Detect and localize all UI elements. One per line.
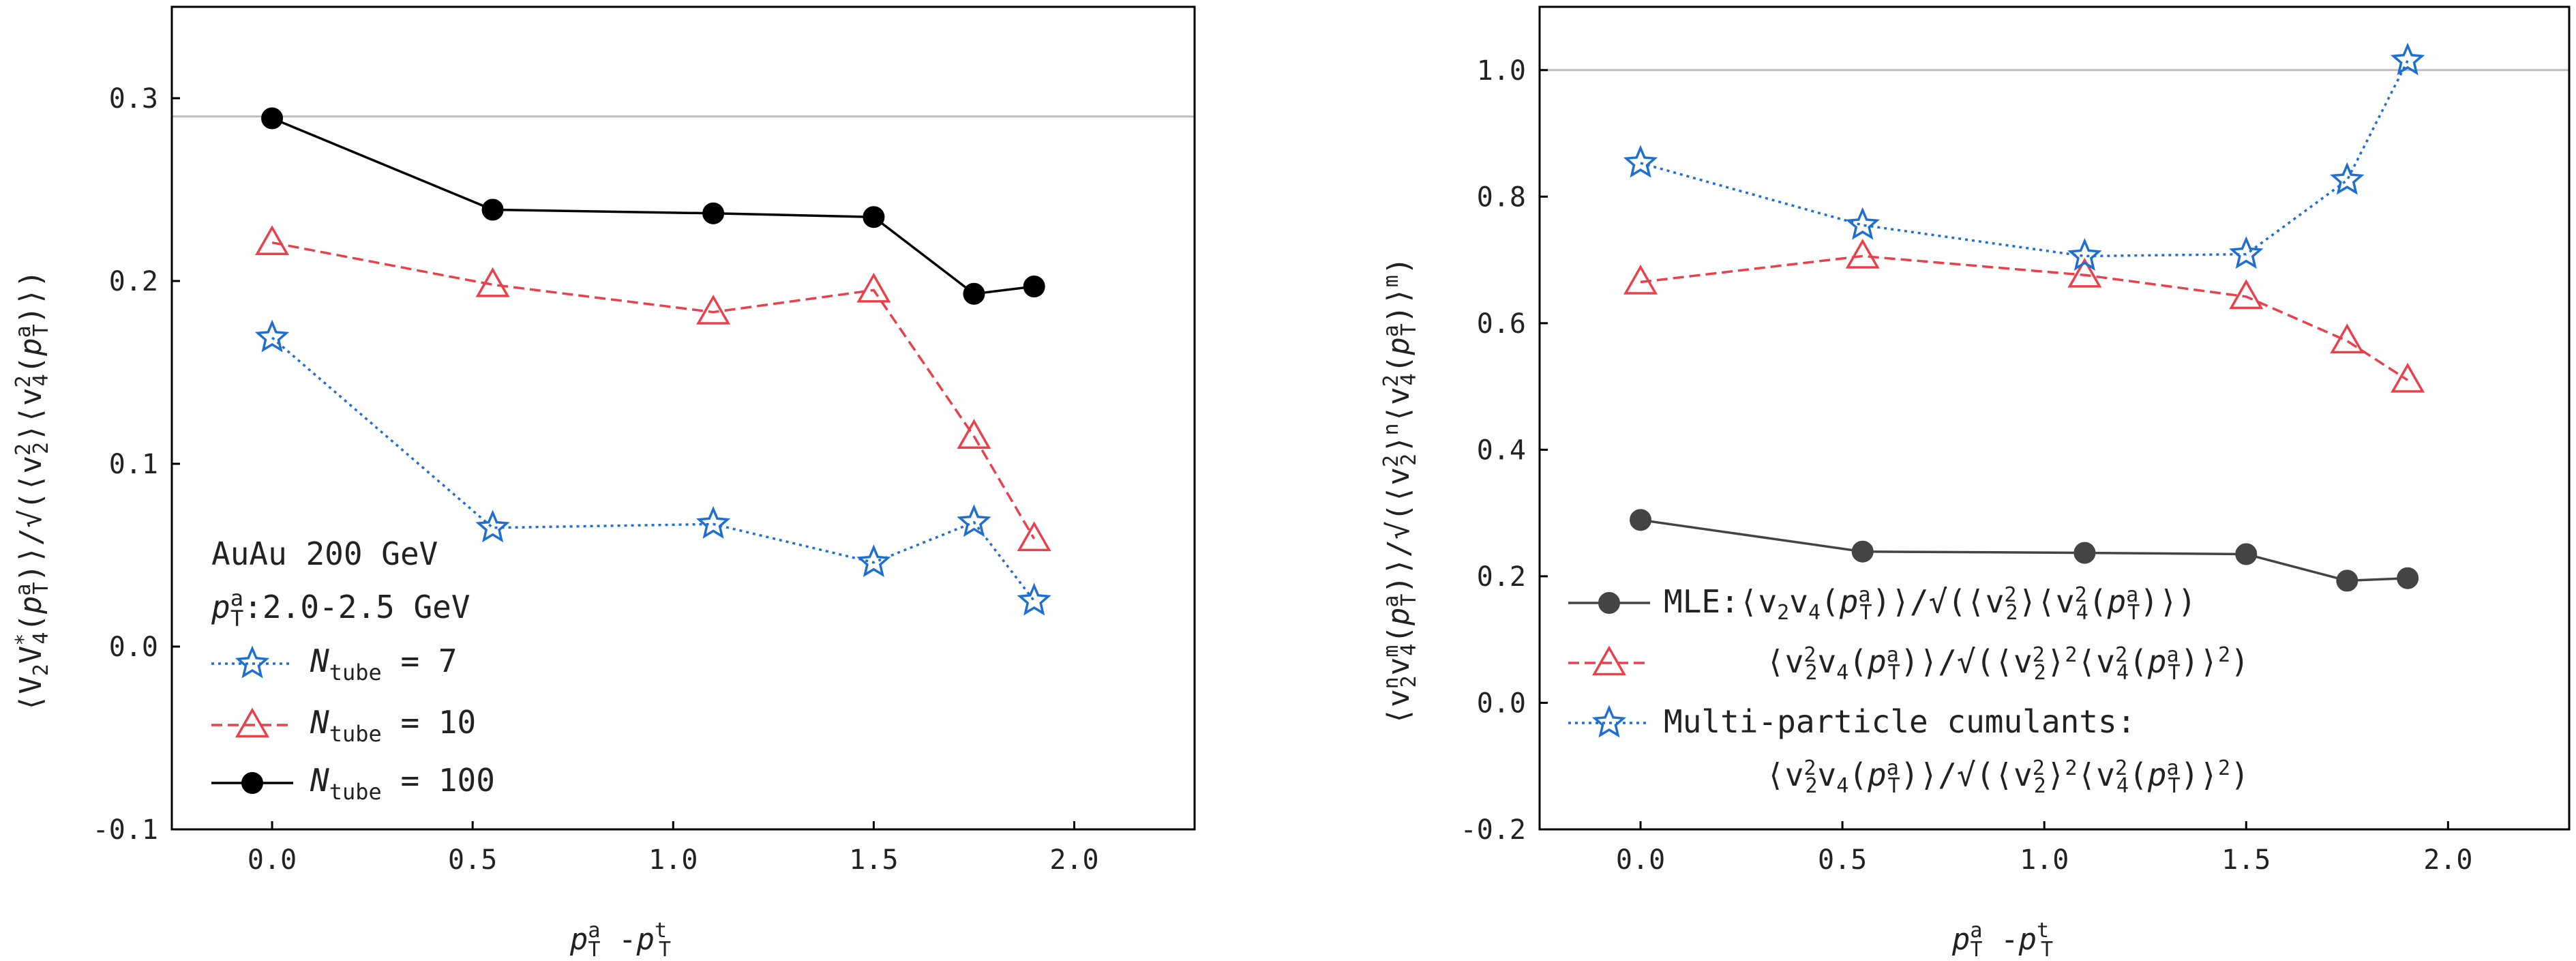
left-xtick-label: 0.0 [248,844,297,876]
left-series-2-point [1023,276,1045,298]
left-series-2-point [963,282,985,305]
right-xtick-label: 1.5 [2221,844,2271,876]
right-xtick-label: 0.5 [1818,844,1867,876]
left-series-1-point [475,267,510,297]
left-ytick-label: 0.3 [109,83,158,115]
left-chart: 0.0 0.5 1.0 1.5 2.0 -0.1 0.0 0.1 0.2 0.3 ⟨V2V*4(p… [12,5,1196,961]
left-ytick-label: -0.1 [93,814,158,846]
right-plot-frame [1538,5,2571,831]
right-legend-1-marker [1591,645,1627,676]
right-series-0-point [2336,570,2358,592]
right-xtick-label: 2.0 [2423,844,2472,876]
left-ytick-label: 0.0 [109,632,158,663]
right-series-0-point [1630,509,1652,531]
right-series-2-point [2229,236,2264,269]
right-series-2-point [2330,162,2365,195]
left-series-0-line [271,336,1036,602]
left-legend-1-label: Ntube = 10 [310,704,476,747]
right-series-1-line [1640,254,2409,381]
right-ticks: 0.0 0.5 1.0 1.5 2.0 -0.2 0.0 0.2 0.4 0.6 0.8 1.0 [1461,55,2473,876]
right-series-1-point [2067,257,2102,288]
left-series-0-point [856,544,891,578]
right-series-1-point [1623,265,1658,295]
right-series-0-point [2235,543,2258,565]
left-annotation-pt-range: pa T:2.0-2.5 GeV [211,585,470,632]
left-x-axis-title: pa T -pt T [569,919,671,961]
left-series-2-line [271,117,1034,295]
right-series-2-point [1845,207,1880,240]
left-legend-2-label: Ntube = 100 [310,762,495,805]
left-series-1-point [957,419,991,449]
left-series-2-point [863,206,885,228]
right-series-0-point [2397,567,2419,589]
left-legend-2-marker [241,772,263,794]
left-ytick-label: 0.1 [109,449,158,480]
left-series-1-point [696,295,731,325]
right-ytick-label: -0.2 [1461,814,1526,846]
left-xtick-label: 2.0 [1049,844,1098,876]
left-series-0-point [957,504,991,537]
right-chart: 0.0 0.5 1.0 1.5 2.0 -0.2 0.0 0.2 0.4 0.6 0.8 1.0 ⟨v… [1379,5,2571,961]
right-series-1-point [2391,362,2425,393]
right-xtick-label: 1.0 [2020,844,2069,876]
legend-blue-label-line1: Multi-particle cumulants: [1664,703,2136,740]
left-series-1-point [255,225,290,255]
left-series-1-line [271,241,1036,539]
left-series-2-point [481,198,504,221]
left-xtick-label: 1.5 [849,844,898,876]
right-series-1-point [2330,323,2365,354]
right-series-2-point [2390,42,2425,76]
right-series-2-line [1640,60,2409,258]
right-ytick-label: 0.6 [1477,308,1526,340]
left-plot-frame [170,5,1196,831]
legend-red-label: ⟨v2 2v4(pa T)⟩/√(⟨v2 2⟩2⟨v2 4(pa T)⟩2) [1766,643,2249,685]
legend-blue-label-line2: ⟨v2 2v4(pa T)⟩/√(⟨v2 2⟩2⟨v2 4(pa T)⟩2) [1766,756,2249,798]
left-series-0-point [695,505,731,539]
right-xtick-label: 0.0 [1616,844,1665,876]
right-series-2-point [2067,238,2102,271]
right-legend: MLE:⟨v2v4(pa T)⟩/√(⟨v2 2⟩⟨v2 4(pa T)⟩) ⟨v2 2v… [1568,583,2249,798]
left-series-1-point [1017,521,1051,552]
right-series-0-line [1640,518,2408,582]
right-ytick-label: 0.4 [1477,434,1526,466]
left-legend-0-label: Ntube = 7 [310,642,458,685]
left-series-2-point [261,107,284,130]
right-ytick-label: 0.2 [1477,561,1526,593]
left-y-axis-title: ⟨V2V*4(paT)⟩/√(⟨v22⟩⟨v24(paT)⟩) [12,270,53,713]
right-ytick-label: 1.0 [1477,55,1526,87]
right-ytick-label: 0.8 [1477,181,1526,213]
left-legend-1-marker [235,707,270,738]
legend-mle-label: MLE:⟨v2v4(pa T)⟩/√(⟨v2 2⟩⟨v2 4(pa T)⟩) [1664,583,2196,625]
left-series-1-point [856,272,891,303]
left-series-2-point [702,202,725,224]
left-series-group [254,107,1051,616]
right-ytick-label: 0.0 [1477,688,1526,719]
left-annotation-title: AuAu 200 GeV [211,535,438,572]
left-xtick-label: 0.5 [448,844,497,876]
right-legend-2-marker [1591,705,1627,738]
left-series-0-point [1017,582,1051,616]
left-xtick-label: 1.0 [648,844,698,876]
left-ticks: 0.0 0.5 1.0 1.5 2.0 -0.1 0.0 0.1 0.2 0.3 [93,83,1099,876]
right-series-1-point [1845,238,1880,269]
right-legend-0-marker [1598,592,1620,614]
left-series-0-point [475,509,510,543]
right-series-1-point [2229,279,2264,310]
right-y-axis-title: ⟨vn2vm4(paT)⟩/√(⟨v22⟩n⟨v24(paT)⟩m) [1379,257,1421,726]
right-series-2-point [1623,145,1658,178]
left-ytick-label: 0.2 [109,266,158,297]
left-series-0-point [254,319,290,353]
right-series-0-point [1851,540,1874,563]
right-series-group [1623,42,2425,592]
left-legend: Ntube = 7 Ntube = 10 Ntube = 100 [211,642,495,805]
right-series-0-point [2073,542,2096,564]
right-x-axis-title: pa T -pt T [1951,919,2053,961]
left-legend-0-marker [235,645,270,679]
